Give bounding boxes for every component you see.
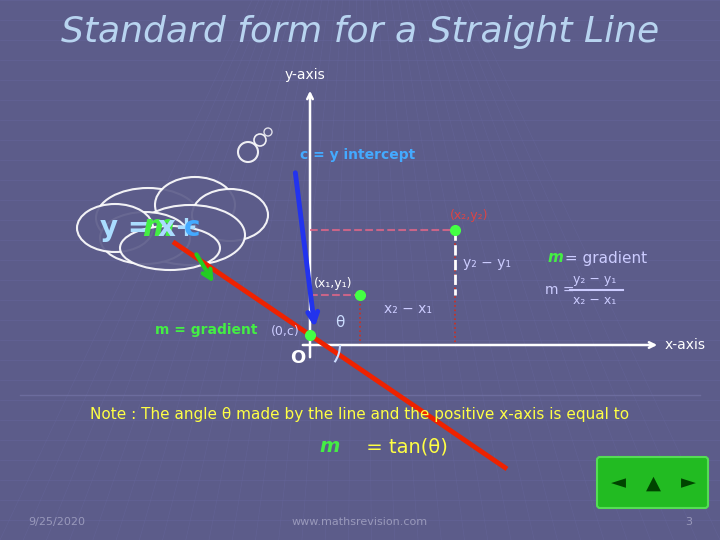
Text: Standard form for a Straight Line: Standard form for a Straight Line — [61, 15, 659, 49]
Text: O: O — [290, 349, 305, 367]
Ellipse shape — [155, 177, 235, 233]
Text: m =: m = — [545, 283, 575, 297]
Circle shape — [254, 134, 266, 146]
Text: y-axis: y-axis — [284, 68, 325, 82]
Circle shape — [238, 142, 258, 162]
Text: (x₂,y₂): (x₂,y₂) — [450, 209, 488, 222]
Text: y₂ − y₁: y₂ − y₁ — [463, 255, 511, 269]
Text: y₂ − y₁: y₂ − y₁ — [573, 273, 616, 286]
Text: θ: θ — [336, 315, 345, 330]
Text: c = y intercept: c = y intercept — [300, 148, 415, 162]
Ellipse shape — [96, 188, 200, 248]
Text: x₂ − x₁: x₂ − x₁ — [384, 302, 431, 316]
Ellipse shape — [120, 226, 220, 270]
Text: ▲: ▲ — [646, 474, 660, 492]
Ellipse shape — [77, 204, 153, 252]
Ellipse shape — [192, 189, 268, 241]
Text: x₂ − x₁: x₂ − x₁ — [573, 294, 616, 307]
Text: m: m — [142, 213, 174, 242]
Text: ►: ► — [680, 474, 696, 492]
Text: x+: x+ — [158, 214, 199, 242]
Text: Note : The angle θ made by the line and the positive x-axis is equal to: Note : The angle θ made by the line and … — [91, 408, 629, 422]
FancyBboxPatch shape — [597, 457, 708, 508]
Text: 3: 3 — [685, 517, 692, 527]
Ellipse shape — [100, 212, 190, 264]
Text: 9/25/2020: 9/25/2020 — [28, 517, 85, 527]
Text: www.mathsrevision.com: www.mathsrevision.com — [292, 517, 428, 527]
Circle shape — [264, 128, 272, 136]
Text: m = gradient: m = gradient — [155, 323, 258, 337]
Text: x-axis: x-axis — [665, 338, 706, 352]
Text: c: c — [184, 214, 200, 242]
Text: (x₁,y₁): (x₁,y₁) — [313, 277, 352, 290]
Text: y =: y = — [100, 214, 161, 242]
Ellipse shape — [135, 205, 245, 265]
Text: m: m — [320, 437, 340, 456]
Text: (0,c): (0,c) — [271, 325, 300, 338]
Text: m: m — [548, 251, 564, 266]
Text: = gradient: = gradient — [560, 251, 647, 266]
Text: ◄: ◄ — [611, 474, 626, 492]
Text: = tan(θ): = tan(θ) — [360, 437, 448, 456]
